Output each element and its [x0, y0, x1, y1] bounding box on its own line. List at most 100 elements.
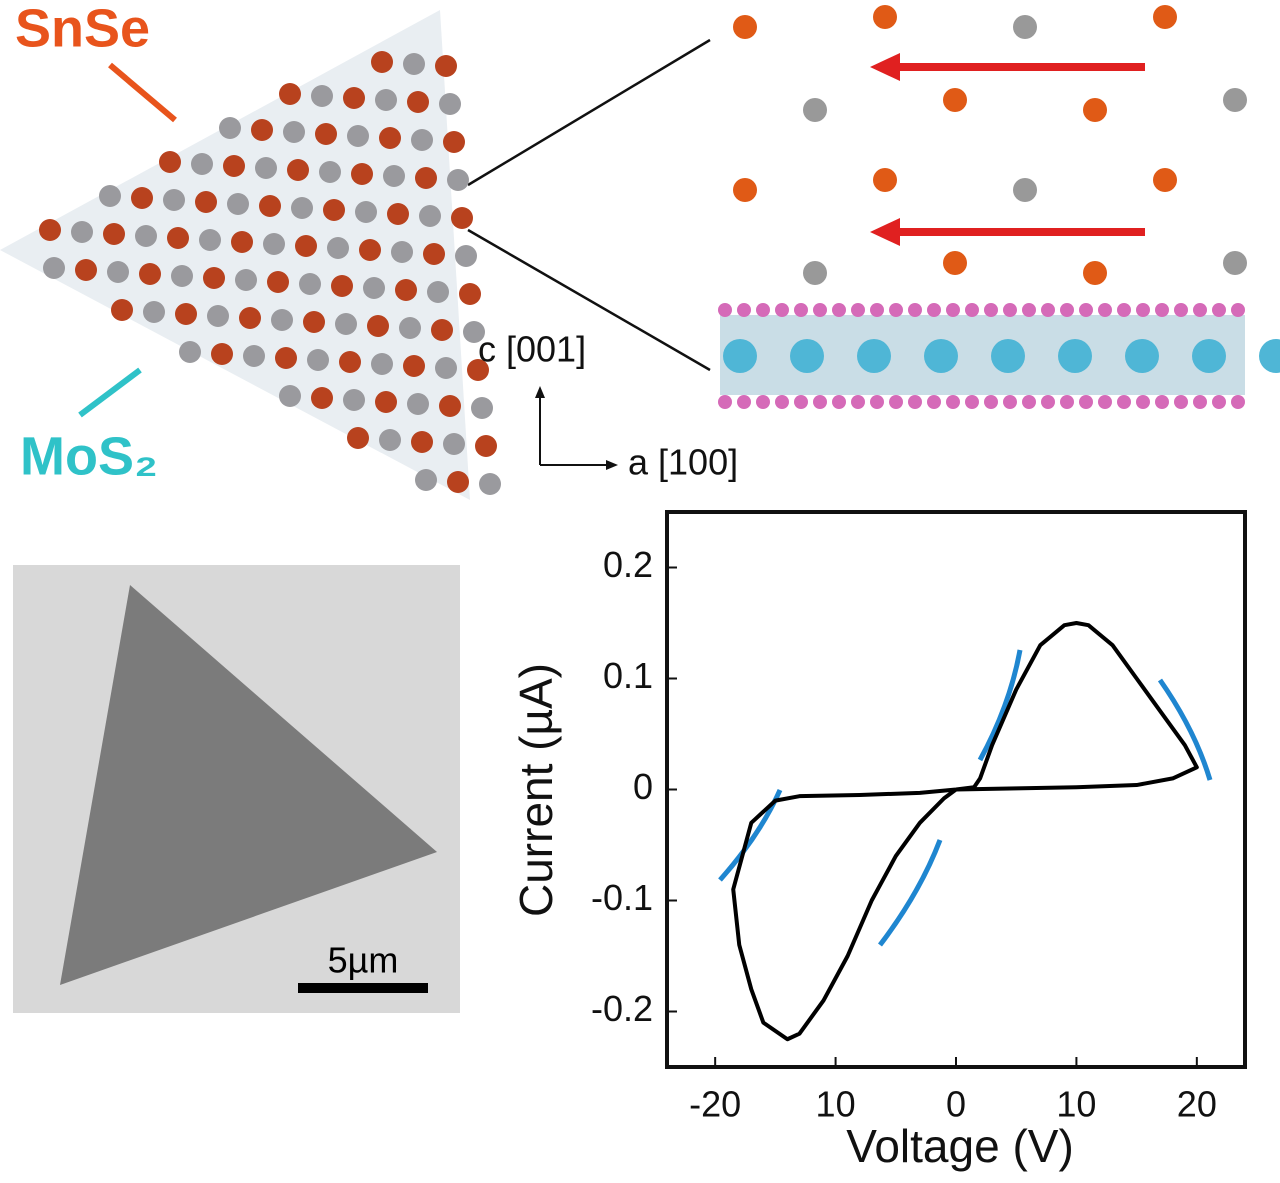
atom — [733, 178, 757, 202]
atom — [315, 123, 337, 145]
atom — [263, 233, 285, 255]
atom — [99, 185, 121, 207]
iv-curve — [731, 621, 1199, 1042]
atom — [355, 201, 377, 223]
atom — [291, 197, 313, 219]
atom — [1125, 339, 1159, 373]
atom — [143, 301, 165, 323]
atom — [303, 311, 325, 333]
atom — [111, 299, 133, 321]
atom — [984, 303, 998, 317]
atom — [135, 225, 157, 247]
atom — [1231, 395, 1245, 409]
atom — [371, 353, 393, 375]
atom — [1223, 88, 1247, 112]
atom — [1259, 339, 1280, 373]
atom — [1153, 168, 1177, 192]
atom — [1022, 395, 1036, 409]
atom — [756, 303, 770, 317]
atom — [375, 391, 397, 413]
atom — [870, 395, 884, 409]
atom — [1013, 178, 1037, 202]
atom — [383, 165, 405, 187]
atom — [283, 121, 305, 143]
atom — [790, 339, 824, 373]
atom — [723, 339, 757, 373]
atom — [279, 83, 301, 105]
atom — [851, 303, 865, 317]
atom — [403, 53, 425, 75]
atom — [455, 245, 477, 267]
sweep-arrow — [878, 839, 943, 947]
atom — [1003, 395, 1017, 409]
atom — [211, 343, 233, 365]
atom — [813, 303, 827, 317]
atom — [1212, 303, 1226, 317]
atom — [163, 189, 185, 211]
atom — [1155, 395, 1169, 409]
atom — [207, 305, 229, 327]
atom — [271, 309, 293, 331]
atom — [965, 395, 979, 409]
atom — [479, 473, 501, 495]
y-tick-label: -0.1 — [591, 877, 653, 918]
atom — [411, 431, 433, 453]
flake-image — [60, 585, 437, 985]
atom — [832, 395, 846, 409]
c-axis-label: c [001] — [478, 329, 586, 370]
atom — [319, 161, 341, 183]
atom — [391, 241, 413, 263]
atom — [1231, 303, 1245, 317]
atom — [991, 339, 1025, 373]
atom — [924, 339, 958, 373]
atom — [1212, 395, 1226, 409]
atom — [467, 359, 489, 381]
atom — [243, 345, 265, 367]
atom — [435, 357, 457, 379]
atom — [375, 89, 397, 111]
atom — [423, 243, 445, 265]
atom — [1013, 15, 1037, 39]
atom — [447, 169, 469, 191]
atom — [737, 303, 751, 317]
atom — [139, 263, 161, 285]
atom — [737, 395, 751, 409]
label-pointer — [108, 62, 177, 123]
atom — [927, 395, 941, 409]
atom — [1136, 303, 1150, 317]
x-tick-label: 10 — [816, 1084, 856, 1125]
atom — [327, 237, 349, 259]
atom — [239, 307, 261, 329]
atom — [195, 191, 217, 213]
atom — [335, 313, 357, 335]
atom — [159, 151, 181, 173]
atom — [1058, 339, 1092, 373]
atom — [363, 277, 385, 299]
atom — [733, 15, 757, 39]
atom — [873, 168, 897, 192]
atom — [427, 281, 449, 303]
atom — [407, 91, 429, 113]
atom — [171, 265, 193, 287]
atom — [1174, 395, 1188, 409]
atom — [39, 219, 61, 241]
atom — [343, 87, 365, 109]
atom — [1098, 303, 1112, 317]
atom — [175, 303, 197, 325]
atom — [1117, 303, 1131, 317]
arrow-head — [870, 218, 900, 246]
atom — [1155, 303, 1169, 317]
atom — [1079, 303, 1093, 317]
atom — [203, 267, 225, 289]
atom — [223, 155, 245, 177]
atom — [1060, 395, 1074, 409]
arrow-head — [606, 460, 618, 470]
atom — [851, 395, 865, 409]
atom — [775, 303, 789, 317]
atom — [718, 303, 732, 317]
atom — [311, 85, 333, 107]
atom — [1083, 261, 1107, 285]
atom — [395, 279, 417, 301]
atom — [307, 349, 329, 371]
